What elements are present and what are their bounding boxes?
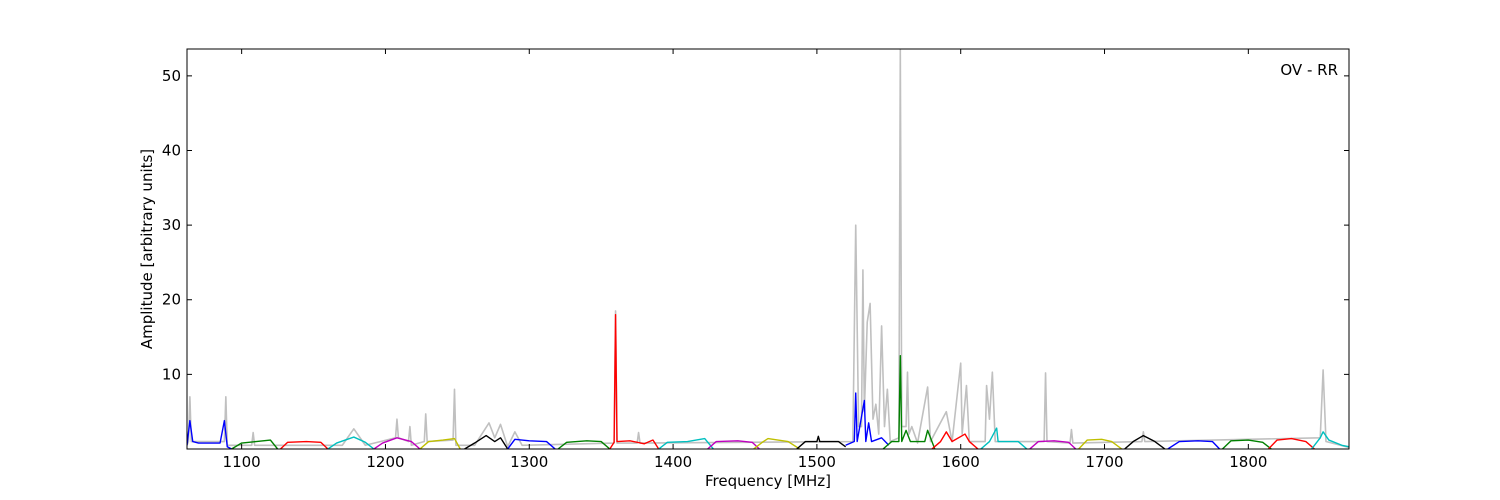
x-tick-label: 1400 [654,453,692,471]
series-line [231,439,279,449]
series-line [327,436,375,449]
series-line [1267,437,1315,449]
x-axis-label: Frequency [MHz] [705,472,831,490]
x-tick-label: 1800 [1229,453,1267,471]
series-line [464,434,509,449]
series-line [882,355,936,449]
series-line [557,440,611,449]
y-tick-label: 10 [162,365,181,383]
series-line [187,419,232,449]
y-tick-label: 50 [162,67,181,85]
x-tick-label: 1700 [1085,453,1123,471]
series-line [1311,431,1349,449]
series-line [1078,438,1123,449]
x-tick-label: 1200 [366,453,404,471]
series-line [1029,440,1077,449]
series-line [658,437,714,449]
series-line [1167,440,1221,449]
series-line [187,49,1349,449]
x-tick-label: 1600 [942,453,980,471]
series-line [609,313,660,449]
x-tick-label: 1500 [798,453,836,471]
y-tick-label: 40 [162,141,181,159]
series-line [507,438,556,449]
series-line [1124,434,1166,449]
plot-lines [187,49,1349,449]
series-line [280,440,329,449]
series-line [845,392,890,446]
series-line [419,437,461,449]
x-tick-label: 1300 [510,453,548,471]
y-tick-label: 30 [162,216,181,234]
x-tick-label: 1100 [223,453,261,471]
series-line [980,427,1028,449]
plot-frame [186,48,1350,450]
series-line [796,435,847,449]
y-tick-label: 20 [162,291,181,309]
series-line [373,437,421,449]
series-line [1221,439,1272,449]
series-line [707,440,760,449]
y-axis-label: Amplitude [arbitrary units] [138,149,156,349]
series-line [931,431,979,449]
annotation: OV - RR [1280,61,1338,79]
series-line [753,437,801,449]
